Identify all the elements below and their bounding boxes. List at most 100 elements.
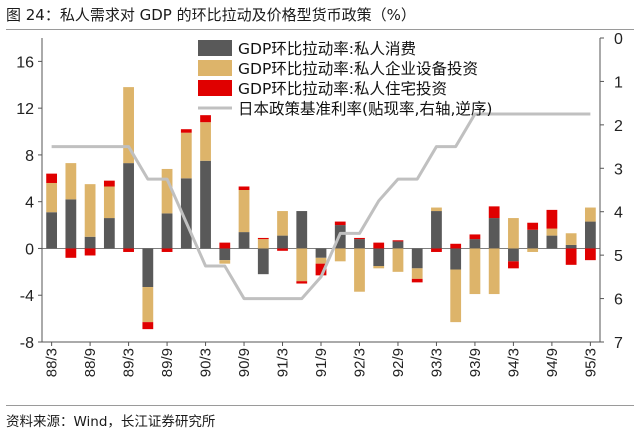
- bar-housing-0: [46, 173, 58, 183]
- bar-consumption-12: [277, 235, 288, 249]
- bar-equipment-22: [469, 248, 481, 295]
- x-tick-label: 88/9: [82, 348, 99, 377]
- source-rule: [6, 405, 634, 406]
- bar-equipment-14: [315, 257, 327, 264]
- bar-consumption-5: [142, 248, 154, 288]
- left-tick-label: 8: [25, 148, 34, 165]
- line-layer: [51, 112, 591, 301]
- left-tick-label: 0: [25, 241, 34, 258]
- x-tick-label: 89/9: [159, 348, 176, 377]
- bar-equipment-26: [546, 228, 558, 236]
- bar-equipment-3: [103, 186, 115, 219]
- bar-equipment-16: [354, 248, 365, 292]
- left-tick-label: -8: [20, 335, 34, 352]
- right-tick-label: 6: [614, 292, 623, 309]
- bar-equipment-8: [200, 122, 211, 161]
- bar-housing-25: [527, 222, 539, 230]
- x-tick-label: 93/9: [467, 348, 484, 377]
- bar-equipment-6: [161, 168, 173, 214]
- legend-swatch: [198, 80, 232, 96]
- discount-rate-line: [51, 112, 591, 301]
- bar-housing-6: [161, 248, 173, 252]
- bar-consumption-21: [450, 248, 462, 270]
- bar-equipment-2: [84, 184, 96, 237]
- bar-housing-5: [142, 322, 154, 330]
- bar-housing-10: [238, 186, 250, 190]
- bar-housing-4: [123, 248, 134, 252]
- x-tick-label: 94/3: [505, 348, 522, 377]
- bar-housing-28: [584, 248, 596, 261]
- bar-consumption-11: [257, 248, 269, 275]
- legend-swatch: [198, 40, 232, 56]
- bar-consumption-25: [527, 229, 539, 249]
- bar-equipment-17: [373, 266, 385, 269]
- x-tick-label: 92/3: [352, 348, 369, 377]
- left-tick-label: 16: [16, 54, 34, 71]
- bar-equipment-23: [488, 248, 500, 295]
- bar-equipment-27: [565, 233, 577, 245]
- bar-housing-24: [508, 261, 519, 269]
- left-tick-label: 4: [25, 195, 34, 212]
- bar-housing-14: [315, 263, 327, 276]
- bar-equipment-13: [296, 248, 308, 282]
- bar-consumption-17: [373, 248, 385, 266]
- x-tick-label: 90/3: [198, 348, 215, 377]
- right-tick-label: 2: [614, 118, 623, 135]
- right-tick-label: 7: [614, 335, 623, 352]
- bar-consumption-3: [103, 218, 115, 249]
- bar-housing-11: [257, 237, 269, 240]
- bar-equipment-18: [392, 248, 404, 272]
- x-tick-label: 89/3: [121, 348, 138, 377]
- bar-equipment-24: [508, 218, 519, 249]
- bar-housing-3: [103, 180, 115, 187]
- bar-equipment-1: [65, 163, 77, 200]
- bar-equipment-19: [411, 268, 423, 279]
- bar-consumption-2: [84, 236, 96, 249]
- bar-equipment-10: [238, 190, 250, 233]
- x-tick-label: 92/9: [390, 348, 407, 377]
- bar-housing-27: [565, 248, 577, 265]
- right-tick-label: 1: [614, 74, 623, 91]
- bar-housing-21: [450, 243, 462, 249]
- bar-equipment-28: [584, 207, 596, 222]
- legend-label: 日本政策基准利率(贴现率,右轴,逆序): [238, 100, 492, 118]
- bar-equipment-7: [180, 132, 192, 179]
- bar-equipment-5: [142, 287, 154, 323]
- x-tick-label: 94/9: [544, 348, 561, 377]
- right-tick-label: 3: [614, 161, 623, 178]
- figure-title-text: 图 24：私人需求对 GDP 的环比拉动及价格型货币政策（%）: [6, 6, 416, 24]
- bar-equipment-11: [257, 239, 269, 249]
- bar-housing-23: [488, 206, 500, 219]
- bar-consumption-6: [161, 213, 173, 249]
- left-tick-label: -4: [20, 288, 34, 305]
- x-tick-label: 95/3: [582, 348, 599, 377]
- bar-equipment-0: [46, 182, 58, 213]
- bar-consumption-18: [392, 241, 404, 249]
- bar-consumption-20: [431, 211, 442, 249]
- bar-consumption-13: [296, 211, 308, 249]
- bar-housing-26: [546, 209, 558, 229]
- bar-consumption-4: [123, 163, 134, 249]
- right-tick-label: 4: [614, 205, 623, 222]
- bar-consumption-10: [238, 232, 250, 249]
- x-tick-label: 90/9: [236, 348, 253, 377]
- bar-housing-9: [219, 242, 231, 249]
- bar-housing-20: [431, 248, 442, 252]
- bar-housing-19: [411, 278, 423, 283]
- bar-consumption-27: [565, 244, 577, 249]
- title-rule: [6, 29, 634, 30]
- bar-consumption-26: [546, 235, 558, 249]
- bar-equipment-12: [277, 211, 288, 236]
- bar-consumption-0: [46, 212, 58, 249]
- bar-consumption-8: [200, 160, 211, 249]
- bar-consumption-9: [219, 248, 231, 261]
- x-tick-label: 93/3: [428, 348, 445, 377]
- x-tick-label: 88/3: [44, 348, 61, 377]
- bar-housing-18: [392, 240, 404, 242]
- bar-consumption-7: [180, 178, 192, 249]
- bar-consumption-1: [65, 199, 77, 249]
- bar-consumption-22: [469, 239, 481, 249]
- bar-equipment-15: [334, 248, 346, 262]
